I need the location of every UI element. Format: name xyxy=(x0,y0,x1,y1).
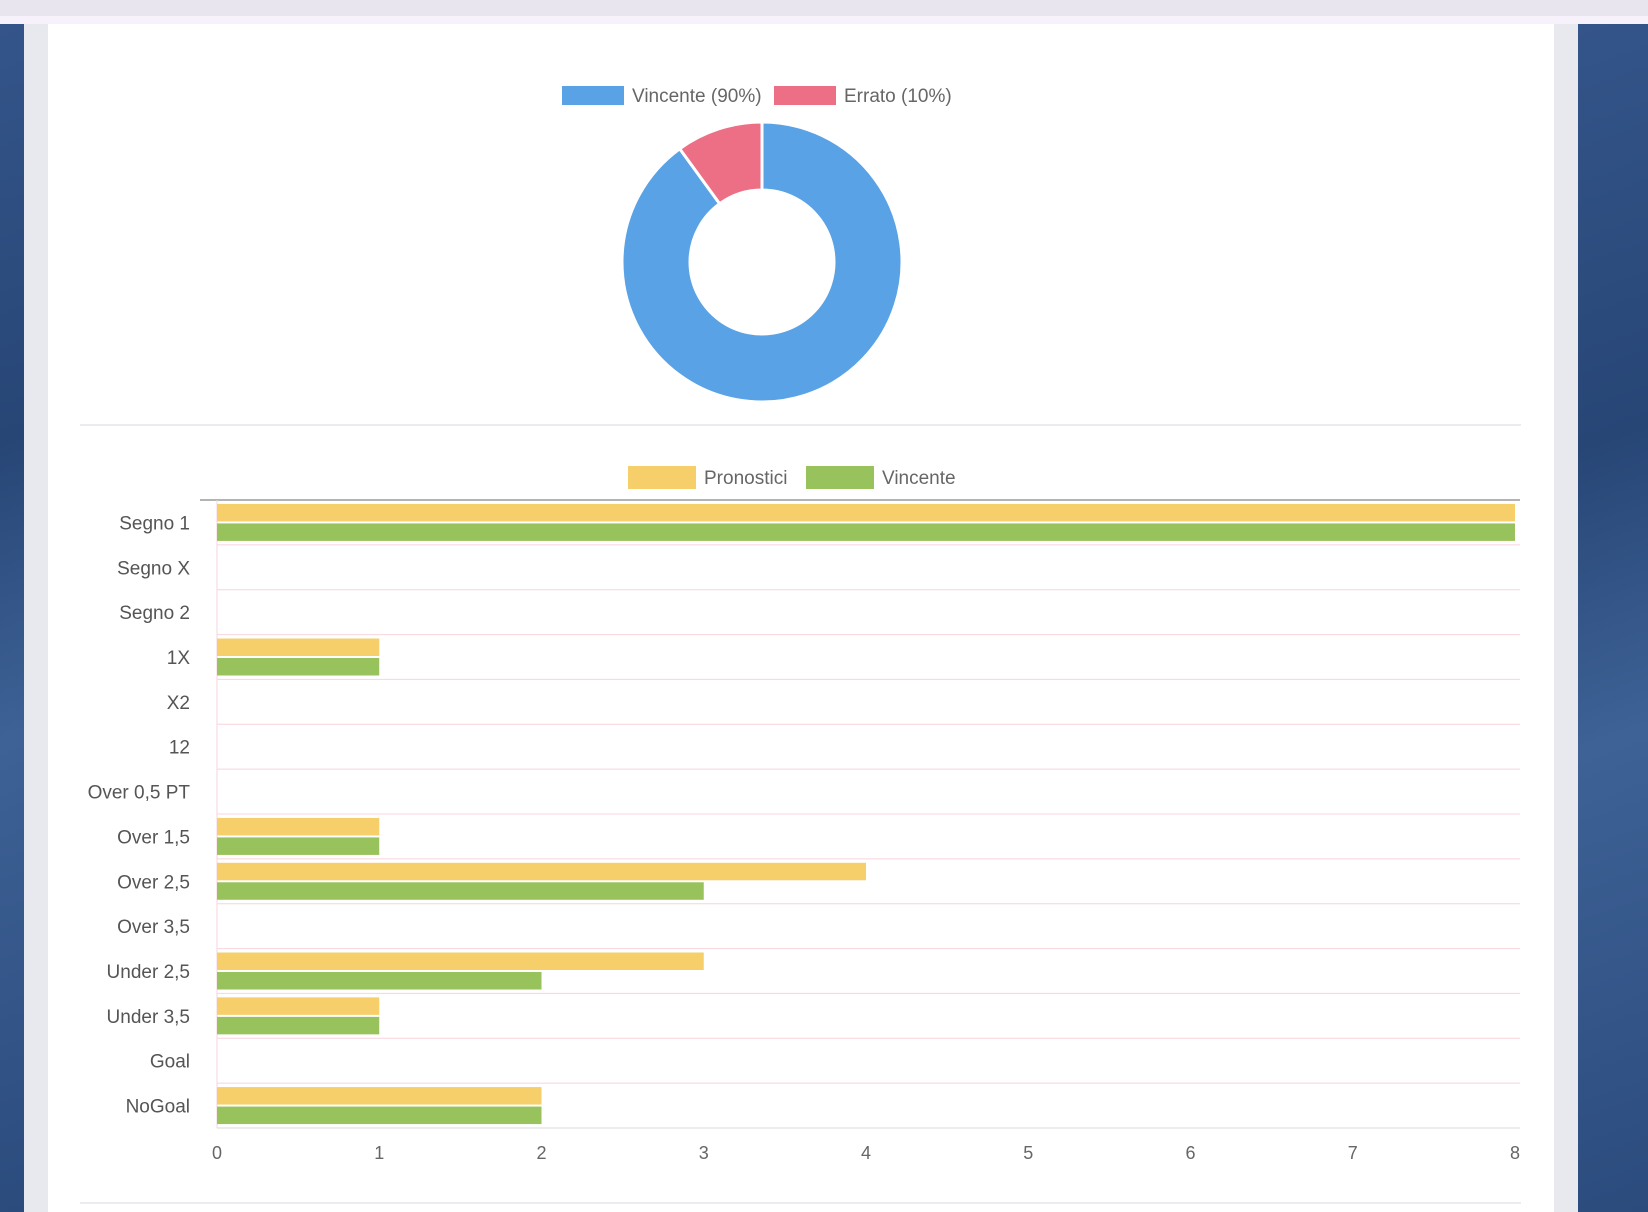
legend-swatch-vincente xyxy=(806,466,874,489)
x-tick-label: 5 xyxy=(1023,1143,1033,1163)
bar-pronostici xyxy=(217,1087,542,1105)
category-label: 1X xyxy=(167,648,191,669)
legend-swatch-pronostici xyxy=(628,466,696,489)
x-tick-label: 4 xyxy=(861,1143,871,1163)
category-label: X2 xyxy=(167,693,190,714)
legend-swatch-0 xyxy=(562,86,624,105)
category-label: 12 xyxy=(169,738,190,759)
x-tick-label: 7 xyxy=(1348,1143,1358,1163)
doughnut-chart: Vincente (90%) Errato (10%) xyxy=(562,86,952,404)
bar-pronostici xyxy=(217,997,380,1015)
x-tick-label: 3 xyxy=(699,1143,709,1163)
doughnut-slice-1 xyxy=(677,120,764,206)
content-gutter-right xyxy=(1554,24,1578,1212)
x-axis-ticks: 0 1 2 3 4 5 6 7 8 xyxy=(212,1143,1520,1163)
bar-pronostici xyxy=(217,817,380,836)
category-label: Segno 1 xyxy=(119,513,190,534)
category-label: NoGoal xyxy=(126,1097,190,1118)
bar-pronostici xyxy=(217,952,704,970)
category-label: Over 3,5 xyxy=(117,917,190,938)
chart-divider xyxy=(80,424,1521,426)
bar-vincente xyxy=(217,882,704,900)
category-label: Under 2,5 xyxy=(107,962,190,983)
legend-label-vincente: Vincente xyxy=(882,468,956,489)
horizontal-bar-chart: Pronostici Vincente Segno 1 Segno X Segno 2… xyxy=(88,466,1520,1163)
category-label: Over 0,5 PT xyxy=(88,783,191,804)
page-background-left xyxy=(0,24,24,1212)
browser-top-bar xyxy=(0,0,1648,24)
x-tick-label: 6 xyxy=(1185,1143,1195,1163)
category-label: Segno 2 xyxy=(119,603,190,624)
category-label: Segno X xyxy=(117,558,190,579)
bar-pronostici xyxy=(217,503,1515,522)
bar-vincente xyxy=(217,658,380,676)
x-tick-label: 8 xyxy=(1510,1143,1520,1163)
bar-grid xyxy=(200,499,1520,1129)
page-background-right xyxy=(1578,24,1648,1212)
bar-vincente xyxy=(217,972,542,990)
legend-label-0: Vincente (90%) xyxy=(632,86,762,107)
doughnut-legend: Vincente (90%) Errato (10%) xyxy=(562,86,952,107)
bottom-divider xyxy=(80,1202,1521,1204)
category-labels: Segno 1 Segno X Segno 2 1X X2 12 Over 0,5 PT Ov… xyxy=(88,513,191,1117)
bar-pronostici xyxy=(217,862,866,881)
bar-vincente xyxy=(217,837,380,855)
category-label: Goal xyxy=(150,1052,190,1073)
bar-vincente xyxy=(217,1106,542,1125)
content-gutter-left xyxy=(24,24,48,1212)
doughnut-slices xyxy=(620,120,904,404)
category-label: Over 1,5 xyxy=(117,827,190,848)
x-tick-label: 2 xyxy=(536,1143,546,1163)
bar-marks xyxy=(217,503,1515,1125)
bar-pronostici xyxy=(217,638,380,656)
x-tick-label: 1 xyxy=(374,1143,384,1163)
bar-vincente xyxy=(217,523,1515,541)
bar-vincente xyxy=(217,1016,380,1035)
legend-label-1: Errato (10%) xyxy=(844,86,952,107)
category-label: Under 3,5 xyxy=(107,1007,190,1028)
x-tick-label: 0 xyxy=(212,1143,222,1163)
category-label: Over 2,5 xyxy=(117,872,190,893)
legend-label-pronostici: Pronostici xyxy=(704,468,787,489)
doughnut-slice-0 xyxy=(620,120,904,404)
bar-legend: Pronostici Vincente xyxy=(628,466,956,489)
legend-swatch-1 xyxy=(774,86,836,105)
